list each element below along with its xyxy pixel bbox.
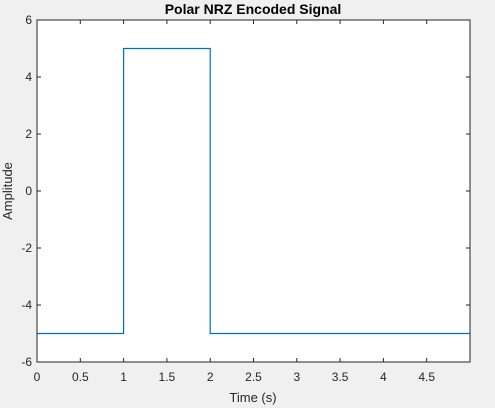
x-tick-label: 3 [293,370,300,384]
plot-area [37,20,470,362]
y-tick-label: 4 [25,70,32,84]
x-tick-label: 1 [120,370,127,384]
y-axis-label: Amplitude [0,162,15,220]
y-tick-label: 6 [25,13,32,27]
x-tick-label: 2.5 [245,370,262,384]
chart-title: Polar NRZ Encoded Signal [165,1,342,17]
x-axis-label: Time (s) [229,390,276,405]
y-tick-label: -2 [21,241,32,255]
y-tick-label: 2 [25,127,32,141]
series-layer [37,47,470,335]
y-ticks: -6 -4 -2 0 2 4 6 [21,13,470,369]
y-tick-label: 0 [25,184,32,198]
x-ticks: 0 0.5 1 1.5 2 2.5 3 3.5 4 4.5 [34,20,435,384]
y-tick-label: -6 [21,355,32,369]
x-tick-label: 4 [380,370,387,384]
series-line-0 [37,47,470,335]
x-tick-label: 2 [207,370,214,384]
x-tick-label: 0.5 [72,370,89,384]
x-tick-label: 1.5 [159,370,176,384]
x-tick-label: 4.5 [418,370,435,384]
x-tick-label: 0 [34,370,41,384]
y-tick-label: -4 [21,298,32,312]
x-tick-label: 3.5 [332,370,349,384]
